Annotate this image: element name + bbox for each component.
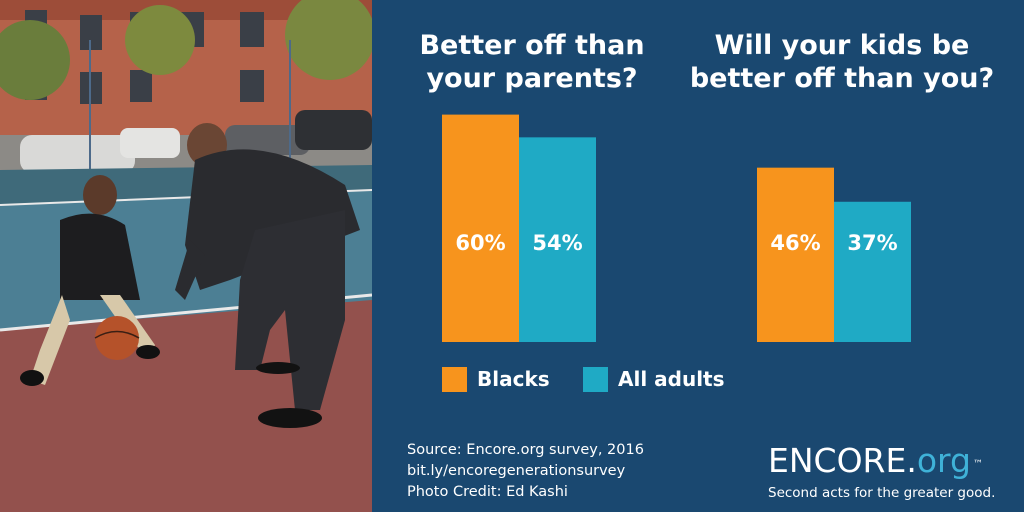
legend-swatch-blacks bbox=[442, 366, 467, 392]
infographic-panel: Better off than your parents? Will your … bbox=[372, 0, 1024, 512]
legend-item-blacks: Blacks bbox=[442, 365, 550, 393]
logo-trademark: ™ bbox=[972, 459, 983, 470]
bar-blacks-1 bbox=[757, 167, 834, 342]
bar-value-label: 60% bbox=[455, 231, 505, 255]
photo-illustration bbox=[0, 0, 372, 512]
legend-item-all-adults: All adults bbox=[583, 365, 725, 393]
logo-wordmark: ENCORE.org ™ bbox=[768, 442, 1018, 480]
logo-suffix: org bbox=[916, 441, 971, 480]
bar-charts: 60% 54% 46% 37% bbox=[442, 114, 911, 342]
legend-label-all-adults: All adults bbox=[618, 367, 725, 391]
bar-value-label: 37% bbox=[847, 231, 897, 255]
source-credits: Source: Encore.org survey, 2016 bit.ly/e… bbox=[407, 440, 644, 503]
chart-title-parents: Better off than your parents? bbox=[419, 30, 645, 94]
photo-credit: Photo Credit: Ed Kashi bbox=[407, 484, 568, 500]
logo-word: ENCORE. bbox=[768, 441, 917, 480]
source-link: bit.ly/encoregenerationsurvey bbox=[407, 463, 626, 479]
chart-title-kids: Will your kids be better off than you? bbox=[689, 30, 995, 94]
bar-all-adults-1 bbox=[834, 201, 911, 342]
bar-all-adults-0 bbox=[519, 137, 596, 342]
bar-blacks-0 bbox=[442, 114, 519, 342]
bar-value-label: 54% bbox=[532, 231, 582, 255]
encore-logo: ENCORE.org ™ Second acts for the greater … bbox=[768, 442, 1018, 502]
logo-tagline: Second acts for the greater good. bbox=[768, 485, 996, 501]
source-line: Source: Encore.org survey, 2016 bbox=[407, 442, 644, 458]
legend-label-blacks: Blacks bbox=[477, 367, 550, 391]
basketball-photo bbox=[0, 0, 372, 512]
bar-value-label: 46% bbox=[770, 231, 820, 255]
legend-swatch-all-adults bbox=[583, 366, 608, 392]
